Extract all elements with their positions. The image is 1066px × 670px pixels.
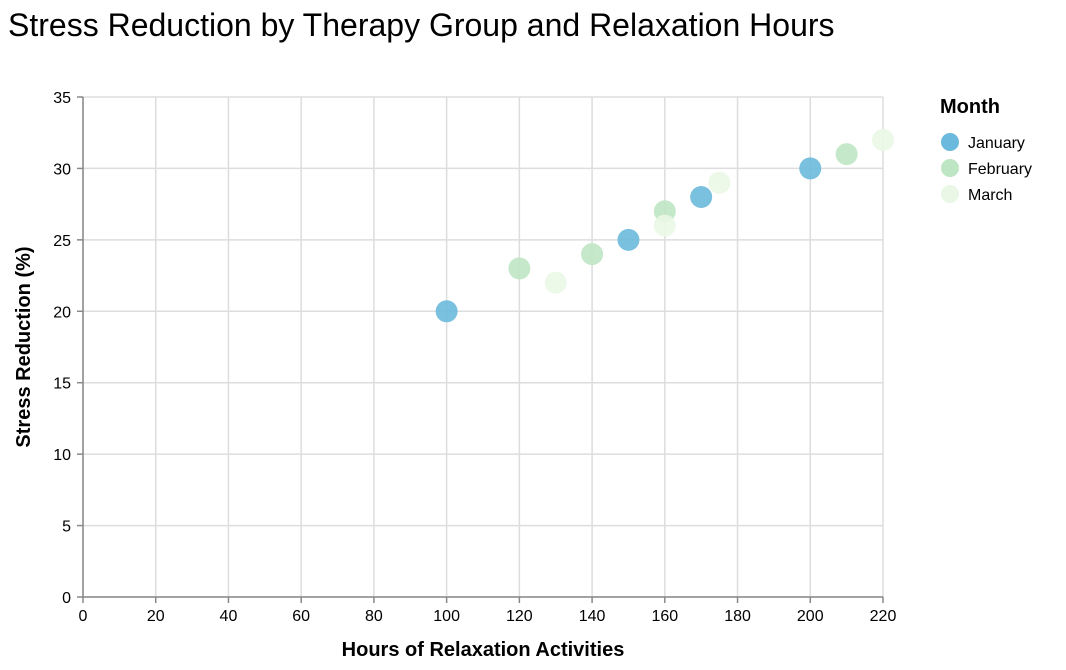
x-tick-label: 140 [579, 608, 606, 625]
y-tick-label: 35 [53, 90, 71, 107]
data-point-february[interactable] [581, 243, 604, 266]
x-tick-label: 100 [433, 608, 460, 625]
y-tick-label: 10 [53, 447, 71, 464]
legend-label-january: January [968, 135, 1025, 152]
x-tick-label: 80 [365, 608, 383, 625]
data-point-march[interactable] [872, 128, 894, 151]
legend-swatch-february [941, 159, 959, 177]
legend-label-march: March [968, 187, 1012, 204]
axes: 0 20 40 60 80 100 120 140 160 180 200 220 0 5 10 15 20 25… [53, 90, 896, 625]
legend-title: Month [940, 96, 1000, 118]
data-point-january[interactable] [690, 186, 713, 208]
x-tick-label: 220 [870, 608, 897, 625]
x-axis-title: Hours of Relaxation Activities [342, 639, 625, 661]
legend-swatch-january [941, 133, 959, 151]
grid [82, 96, 884, 598]
legend: Month January February March [940, 96, 1032, 204]
data-points [435, 128, 894, 323]
x-tick-label: 200 [797, 608, 824, 625]
x-tick-label: 20 [147, 608, 165, 625]
y-tick-label: 15 [53, 376, 71, 393]
x-tick-label: 180 [724, 608, 751, 625]
data-point-february[interactable] [835, 143, 858, 166]
y-tick-label: 30 [53, 161, 71, 178]
y-tick-label: 20 [53, 304, 71, 321]
data-point-january[interactable] [435, 300, 458, 323]
x-tick-label: 60 [292, 608, 310, 625]
y-tick-label: 5 [62, 519, 71, 536]
data-point-february[interactable] [508, 257, 531, 280]
x-tick-label: 40 [220, 608, 238, 625]
legend-label-february: February [968, 161, 1032, 178]
data-point-march[interactable] [544, 271, 567, 294]
data-point-january[interactable] [617, 228, 640, 251]
chart-title: Stress Reduction by Therapy Group and Re… [8, 7, 835, 43]
data-point-march[interactable] [653, 214, 676, 237]
data-point-january[interactable] [799, 157, 822, 180]
y-tick-label: 25 [53, 233, 71, 250]
data-point-march[interactable] [708, 171, 731, 194]
x-tick-label: 0 [79, 608, 88, 625]
y-axis-title: Stress Reduction (%) [13, 246, 35, 447]
x-tick-label: 120 [506, 608, 533, 625]
y-tick-label: 0 [62, 590, 71, 607]
legend-swatch-march [941, 185, 959, 203]
x-tick-label: 160 [651, 608, 678, 625]
